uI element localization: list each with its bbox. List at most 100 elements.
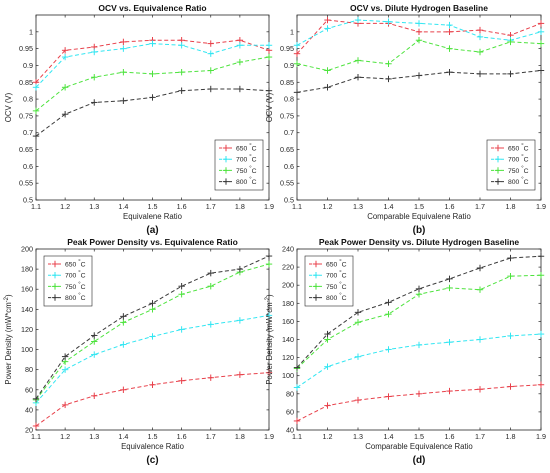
y-tick-label: 160: [21, 285, 33, 294]
series-800C: [32, 252, 273, 403]
legend-label: 750 °C: [65, 282, 86, 291]
y-axis-label: Power Density (mW*cm-2): [265, 294, 274, 385]
y-tick-label: 60: [286, 407, 294, 416]
chart-panel-3: Peak Power Density vs. Equivalence Ratio…: [4, 237, 274, 466]
legend-label: 650 °C: [326, 260, 347, 269]
x-tick-label: 1.7: [475, 202, 485, 211]
y-tick-label: 0.7: [284, 128, 294, 137]
series-750C: [293, 272, 545, 372]
legend-entry: 750 °C: [48, 282, 86, 291]
legend-label: 700 °C: [236, 155, 257, 164]
chart-title: Peak Power Density vs. Equivalence Ratio: [67, 237, 238, 247]
y-tick-label: 200: [282, 281, 294, 290]
series-650C: [293, 16, 545, 57]
x-tick-label: 1.9: [264, 202, 274, 211]
y-tick-label: 0.85: [19, 78, 33, 87]
x-axis-label: Equivalene Ratio: [123, 212, 183, 221]
series-700C: [293, 16, 545, 49]
legend-label: 700 °C: [508, 155, 529, 164]
y-axis-label: OCV (V): [4, 92, 13, 122]
y-tick-label: 220: [282, 263, 294, 272]
series-750C: [32, 260, 273, 404]
x-tick-label: 1.2: [60, 202, 70, 211]
y-tick-label: 200: [21, 245, 33, 254]
y-tick-label: 40: [25, 405, 33, 414]
y-tick-label: 0.8: [23, 95, 33, 104]
legend-entry: 700 °C: [309, 271, 347, 280]
x-axis-label: Comparable Equivalence Ratio: [365, 442, 473, 451]
y-tick-label: 140: [21, 305, 33, 314]
x-tick-label: 1.1: [31, 202, 41, 211]
y-tick-label: 0.7: [23, 128, 33, 137]
y-tick-label: 100: [21, 345, 33, 354]
legend: 650 °C 700 °C 750 °C 800 °C: [43, 255, 93, 307]
y-tick-label: 0.55: [280, 179, 294, 188]
x-tick-label: 1.7: [206, 202, 216, 211]
legend-label: 800 °C: [508, 177, 529, 186]
series-650C: [32, 37, 273, 86]
y-tick-label: 0.95: [19, 44, 33, 53]
x-axis-label: Equivalence Ratio: [121, 442, 185, 451]
y-tick-label: 0.95: [280, 44, 294, 53]
legend-entry: 650 °C: [309, 260, 347, 269]
x-tick-label: 1.1: [292, 432, 302, 441]
series-700C: [32, 40, 273, 91]
y-tick-label: 40: [286, 426, 294, 435]
panel-label: (d): [413, 455, 426, 466]
legend-label: 650 °C: [508, 144, 529, 153]
panel-label: (c): [146, 455, 158, 466]
legend-entry: 800 °C: [48, 293, 86, 302]
x-tick-label: 1.5: [414, 202, 424, 211]
legend-label: 800 °C: [65, 293, 86, 302]
series-750C: [32, 53, 273, 115]
legend-label: 800 °C: [236, 177, 257, 186]
legend-entry: 800 °C: [309, 293, 347, 302]
legend-label: 650 °C: [65, 260, 86, 269]
y-tick-label: 0.5: [284, 196, 294, 205]
legend: 650 °C 700 °C 750 °C 800 °C: [214, 139, 264, 191]
x-tick-label: 1.1: [292, 202, 302, 211]
x-tick-label: 1.6: [445, 432, 455, 441]
y-tick-label: 80: [286, 389, 294, 398]
x-tick-label: 1.9: [536, 202, 546, 211]
legend-entry: 700 °C: [48, 271, 86, 280]
y-tick-label: 0.65: [19, 145, 33, 154]
series-650C: [293, 381, 545, 425]
x-tick-label: 1.3: [89, 202, 99, 211]
chart-panel-2: OCV vs. Dilute Hydrogen Baseline 1.1 1.2 1.…: [265, 3, 546, 236]
x-tick-label: 1.6: [177, 202, 187, 211]
y-tick-label: 180: [282, 299, 294, 308]
x-tick-label: 1.8: [506, 432, 516, 441]
y-tick-label: 0.75: [280, 111, 294, 120]
x-tick-label: 1.3: [89, 432, 99, 441]
chart-title: OCV vs. Equivalence Ratio: [98, 3, 206, 13]
y-tick-label: 240: [282, 245, 294, 254]
y-tick-label: 20: [25, 426, 33, 435]
x-tick-label: 1.7: [206, 432, 216, 441]
y-tick-label: 0.65: [280, 145, 294, 154]
x-tick-label: 1.5: [148, 432, 158, 441]
legend-entry: 650 °C: [48, 260, 86, 269]
y-tick-label: 0.55: [19, 179, 33, 188]
y-tick-label: 80: [25, 365, 33, 374]
legend-entry: 750 °C: [491, 166, 529, 175]
series-800C: [32, 85, 273, 140]
x-tick-label: 1.4: [118, 432, 128, 441]
y-axis-label: OCV (V): [265, 92, 274, 122]
legend-label: 650 °C: [236, 144, 257, 153]
y-tick-label: 120: [21, 325, 33, 334]
legend-label: 700 °C: [326, 271, 347, 280]
x-tick-label: 1.8: [506, 202, 516, 211]
y-tick-label: 100: [282, 371, 294, 380]
legend-entry: 650 °C: [219, 144, 257, 153]
y-tick-label: 140: [282, 335, 294, 344]
legend-entry: 700 °C: [219, 155, 257, 164]
legend-entry: 650 °C: [491, 144, 529, 153]
x-tick-label: 1.7: [475, 432, 485, 441]
legend-entry: 800 °C: [491, 177, 529, 186]
chart-panel-1: OCV vs. Equivalence Ratio 1.1 1.2 1.3 1.4 1.5…: [4, 3, 274, 236]
series-650C: [32, 369, 273, 430]
x-tick-label: 1.1: [31, 432, 41, 441]
x-tick-label: 1.8: [235, 202, 245, 211]
